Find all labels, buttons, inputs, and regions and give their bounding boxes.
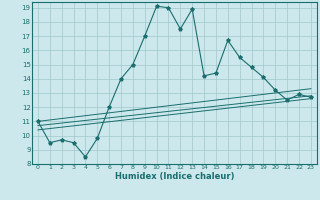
X-axis label: Humidex (Indice chaleur): Humidex (Indice chaleur) <box>115 172 234 181</box>
